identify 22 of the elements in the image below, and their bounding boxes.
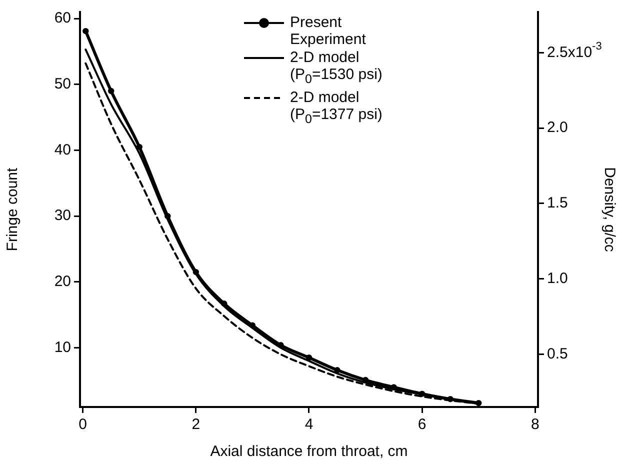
y-tick-label: 30 bbox=[54, 207, 71, 224]
y-tick-label: 10 bbox=[54, 338, 71, 356]
x-axis-title: Axial distance from throat, cm bbox=[210, 443, 408, 460]
y2-axis-title: Density, g/cc bbox=[600, 167, 618, 252]
y-tick-label: 20 bbox=[54, 273, 71, 290]
x-tick-label: 6 bbox=[418, 416, 426, 434]
y2-tick-label: 2.5 bbox=[547, 44, 568, 61]
legend-label: 2-D model (P$_{0}$=1530 psi) bbox=[290, 49, 384, 88]
y-axis-title: Fringe count bbox=[4, 166, 22, 252]
x-tick-label: 8 bbox=[531, 416, 540, 434]
y-tick-label: 60 bbox=[54, 10, 71, 27]
x-tick-label: 4 bbox=[304, 416, 314, 434]
y2-tick-label: 1.5 bbox=[547, 194, 568, 212]
x-tick-label: 2 bbox=[192, 416, 200, 434]
y2-tick-label: 2.0 bbox=[547, 119, 568, 136]
legend-label: 2-D model (P$_{0}$=1377 psi) bbox=[290, 89, 384, 128]
legend-label: Present Experiment bbox=[290, 14, 367, 48]
y-tick-label: 50 bbox=[54, 76, 71, 93]
y2-tick-label: 1.0 bbox=[547, 270, 568, 287]
x-tick-label: 0 bbox=[78, 416, 87, 434]
y2-tick-label: 0.5 bbox=[547, 345, 568, 362]
y-tick-label: 40 bbox=[54, 141, 71, 158]
